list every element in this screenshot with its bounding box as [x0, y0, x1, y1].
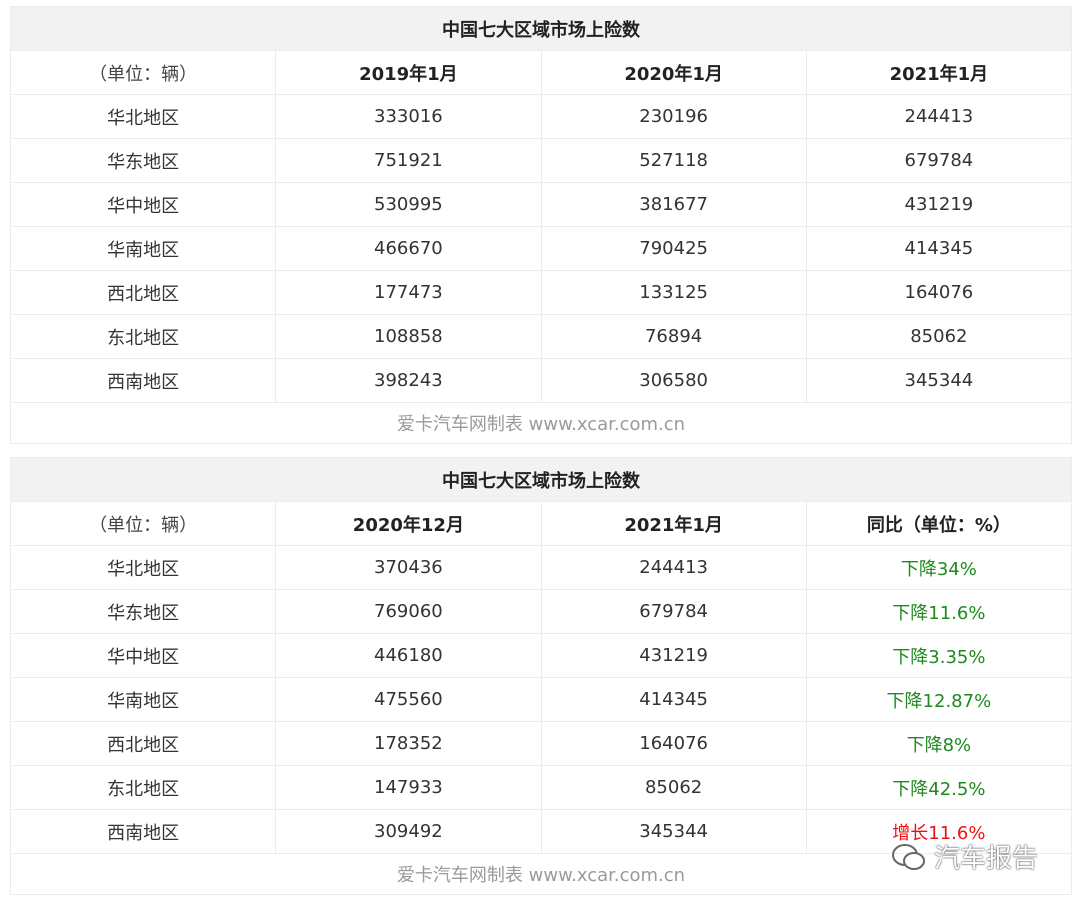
table-cell: 华东地区	[9, 138, 277, 183]
table-title: 中国七大区域市场上险数	[10, 6, 1072, 51]
table-cell: 西南地区	[9, 809, 277, 854]
table-cell: 下降12.87%	[805, 677, 1073, 722]
table-cell: 414345	[540, 677, 807, 722]
table-cell: 431219	[805, 182, 1073, 227]
table-cell: 177473	[275, 270, 542, 315]
table-title: 中国七大区域市场上险数	[10, 457, 1072, 502]
footer-row: 爱卡汽车网制表 www.xcar.com.cn	[10, 402, 1072, 444]
data-row: 华南地区 466670 790425 414345	[9, 226, 1073, 271]
table-cell: 178352	[275, 721, 542, 766]
header-cell: （单位：辆）	[9, 501, 277, 546]
header-cell: 2019年1月	[275, 50, 542, 95]
table-cell: 530995	[275, 182, 542, 227]
table-cell: 85062	[540, 765, 807, 810]
watermark: 汽车报告	[890, 838, 1038, 875]
data-row: 华北地区 333016 230196 244413	[9, 94, 1073, 139]
table-cell: 下降3.35%	[805, 633, 1073, 678]
table-cell: 381677	[540, 182, 807, 227]
table-cell: 398243	[275, 358, 542, 403]
table-cell: 华东地区	[9, 589, 277, 634]
table-cell: 76894	[540, 314, 807, 359]
table-cell: 东北地区	[9, 765, 277, 810]
title-row: 中国七大区域市场上险数	[10, 457, 1072, 502]
data-row: 西南地区 398243 306580 345344	[9, 358, 1073, 403]
header-cell: 同比（单位：%）	[805, 501, 1073, 546]
data-row: 华北地区 370436 244413 下降34%	[9, 545, 1073, 590]
table-cell: 679784	[540, 589, 807, 634]
table-cell: 108858	[275, 314, 542, 359]
data-row: 华中地区 446180 431219 下降3.35%	[9, 633, 1073, 678]
table-cell: 370436	[275, 545, 542, 590]
table-cell: 751921	[275, 138, 542, 183]
table-cell: 西北地区	[9, 721, 277, 766]
watermark-text: 汽车报告	[934, 844, 1039, 874]
header-cell: 2020年1月	[540, 50, 807, 95]
table-cell: 431219	[540, 633, 807, 678]
table-cell: 790425	[540, 226, 807, 271]
data-row: 东北地区 147933 85062 下降42.5%	[9, 765, 1073, 810]
table-cell: 下降8%	[805, 721, 1073, 766]
table-cell: 345344	[540, 809, 807, 854]
table-cell: 华中地区	[9, 633, 277, 678]
table-cell: 下降42.5%	[805, 765, 1073, 810]
table-cell: 475560	[275, 677, 542, 722]
table-cell: 244413	[540, 545, 807, 590]
header-cell: 2021年1月	[540, 501, 807, 546]
table-cell: 西北地区	[9, 270, 277, 315]
table-cell: 147933	[275, 765, 542, 810]
table-cell: 85062	[805, 314, 1073, 359]
table-cell: 164076	[805, 270, 1073, 315]
data-row: 西北地区 177473 133125 164076	[9, 270, 1073, 315]
table-cell: 230196	[540, 94, 807, 139]
table-cell: 345344	[805, 358, 1073, 403]
table-cell: 华南地区	[9, 226, 277, 271]
table-cell: 306580	[540, 358, 807, 403]
header-cell: 2021年1月	[805, 50, 1073, 95]
table-cell: 西南地区	[9, 358, 277, 403]
table-cell: 414345	[805, 226, 1073, 271]
table-cell: 下降11.6%	[805, 589, 1073, 634]
data-row: 华东地区 751921 527118 679784	[9, 138, 1073, 183]
data-row: 东北地区 108858 76894 85062	[9, 314, 1073, 359]
table-cell: 下降34%	[805, 545, 1073, 590]
data-row: 华南地区 475560 414345 下降12.87%	[9, 677, 1073, 722]
title-row: 中国七大区域市场上险数	[10, 6, 1072, 51]
table-cell: 华北地区	[9, 94, 277, 139]
header-row: （单位：辆） 2019年1月 2020年1月 2021年1月	[9, 50, 1073, 95]
data-row: 华中地区 530995 381677 431219	[9, 182, 1073, 227]
table-cell: 769060	[275, 589, 542, 634]
data-row: 华东地区 769060 679784 下降11.6%	[9, 589, 1073, 634]
table-footer: 爱卡汽车网制表 www.xcar.com.cn	[10, 402, 1072, 444]
table-cell: 527118	[540, 138, 807, 183]
table-cell: 309492	[275, 809, 542, 854]
data-row: 西北地区 178352 164076 下降8%	[9, 721, 1073, 766]
table-cell: 446180	[275, 633, 542, 678]
table-cell: 华中地区	[9, 182, 277, 227]
table-cell: 466670	[275, 226, 542, 271]
data-table: 中国七大区域市场上险数 （单位：辆） 2019年1月 2020年1月 2021年1月 华北…	[9, 6, 1073, 444]
table-cell: 133125	[540, 270, 807, 315]
table-cell: 华北地区	[9, 545, 277, 590]
header-cell: （单位：辆）	[9, 50, 277, 95]
header-cell: 2020年12月	[275, 501, 542, 546]
data-table: 中国七大区域市场上险数 （单位：辆） 2020年12月 2021年1月 同比（单位：%）…	[9, 457, 1073, 895]
table-cell: 679784	[805, 138, 1073, 183]
table-cell: 333016	[275, 94, 542, 139]
wechat-icon	[892, 843, 925, 870]
table-cell: 244413	[805, 94, 1073, 139]
header-row: （单位：辆） 2020年12月 2021年1月 同比（单位：%）	[9, 501, 1073, 546]
table-cell: 东北地区	[9, 314, 277, 359]
table-cell: 164076	[540, 721, 807, 766]
table-cell: 华南地区	[9, 677, 277, 722]
